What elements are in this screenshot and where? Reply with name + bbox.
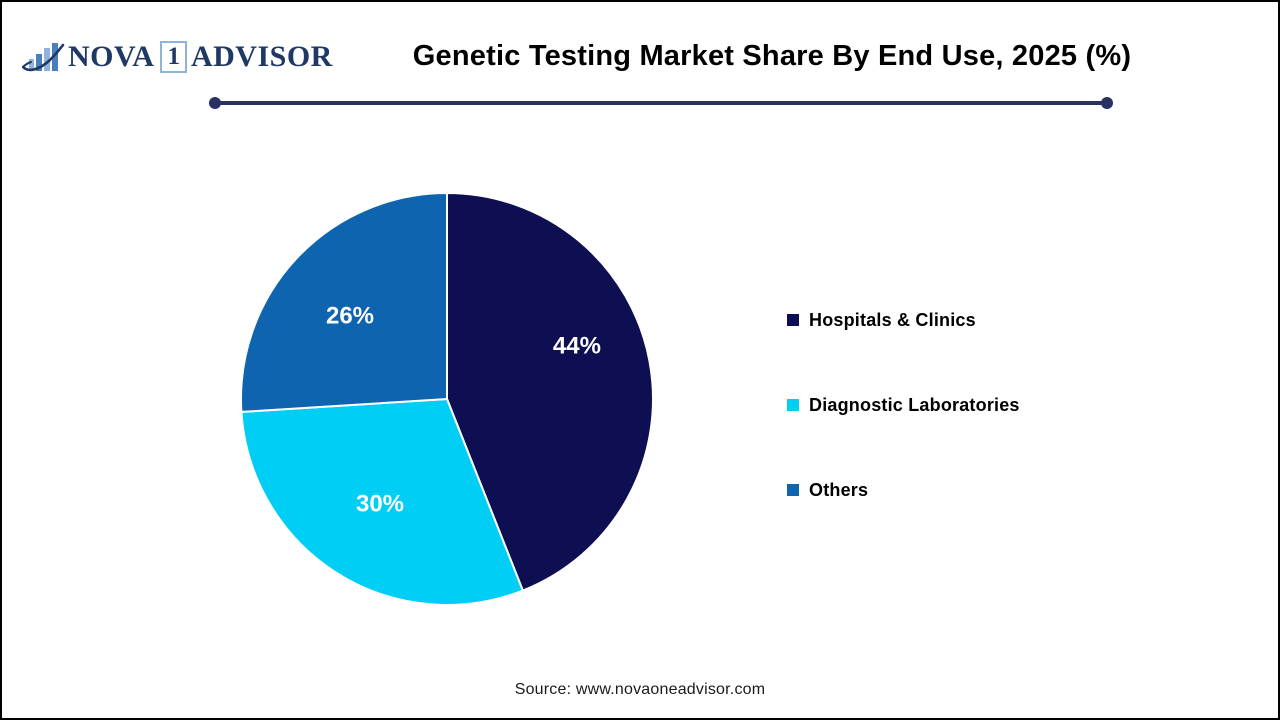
legend-swatch-others: [787, 484, 799, 496]
pie-data-label-hospitals-clinics: 44%: [553, 332, 601, 359]
legend-item-others: Others: [787, 479, 1020, 501]
legend-label-others: Others: [809, 479, 869, 500]
legend-item-diagnostic-laboratories: Diagnostic Laboratories: [787, 394, 1020, 416]
nova-one-advisor-logo: NOVA 1 ADVISOR: [22, 36, 333, 78]
bar-chart-swoosh-icon: [22, 43, 65, 72]
pie-data-label-others: 26%: [326, 302, 374, 329]
legend-item-hospitals-clinics: Hospitals & Clinics: [787, 309, 1020, 331]
pie-chart: 44% 30% 26%: [240, 192, 654, 606]
legend-label-diagnostic-laboratories: Diagnostic Laboratories: [809, 394, 1020, 415]
pie-slice-diagnostic-laboratories: [240, 398, 524, 606]
pie-slice-hospitals-clinics: [446, 192, 654, 592]
legend-swatch-hospitals-clinics: [787, 314, 799, 326]
logo-word-advisor: ADVISOR: [190, 40, 333, 73]
logo-mark-one: 1: [160, 40, 187, 74]
pie-data-label-diagnostic-laboratories: 30%: [356, 490, 404, 517]
source-attribution: Source: www.novaoneadvisor.com: [514, 681, 766, 698]
chart-title: Genetic Testing Market Share By End Use,…: [412, 40, 1132, 72]
logo-word-nova: NOVA: [68, 40, 155, 73]
chart-legend: Hospitals & Clinics Diagnostic Laboratori…: [787, 309, 1020, 564]
divider-endpoint-dot-right: [1101, 97, 1113, 109]
divider-endpoint-dot-left: [209, 97, 221, 109]
title-underline-divider: [209, 97, 1113, 109]
legend-label-hospitals-clinics: Hospitals & Clinics: [809, 309, 976, 330]
legend-swatch-diagnostic-laboratories: [787, 399, 799, 411]
pie-slice-others: [240, 192, 448, 413]
